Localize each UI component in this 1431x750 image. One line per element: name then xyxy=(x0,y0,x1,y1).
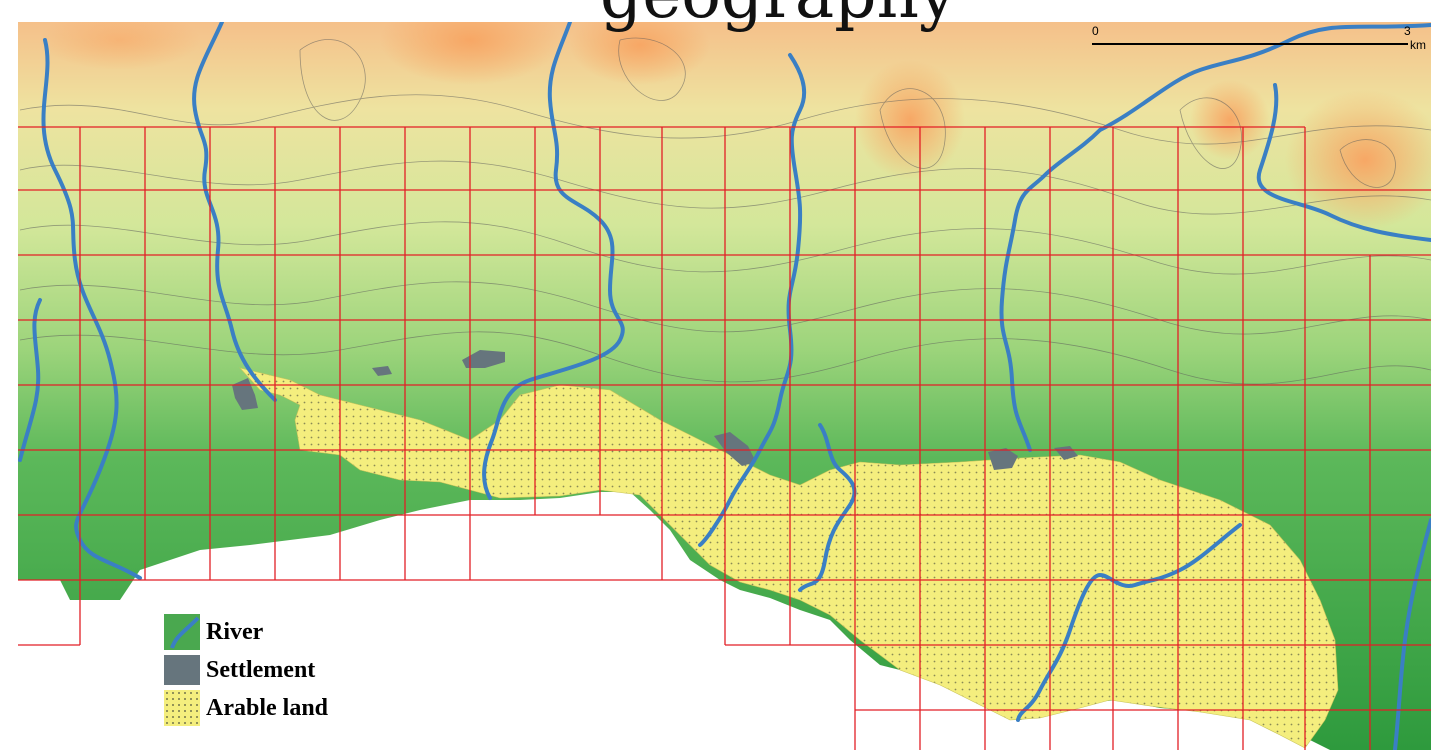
settlement-patch xyxy=(462,350,505,368)
figure-title-fragment: geography xyxy=(600,0,956,28)
river-line xyxy=(192,20,277,402)
legend-label-arable: Arable land xyxy=(206,694,329,721)
river-line xyxy=(1098,23,1431,132)
legend-item-river: River xyxy=(164,614,424,650)
river-line xyxy=(1016,523,1242,722)
scale-start-label: 0 xyxy=(1092,24,1099,38)
scale-unit-label: km xyxy=(1410,38,1426,52)
legend-label-river: River xyxy=(206,618,264,645)
sea-area xyxy=(18,492,1330,750)
legend-label-settlement: Settlement xyxy=(206,656,316,683)
settlement-swatch-icon xyxy=(164,655,200,685)
river-line xyxy=(798,423,857,592)
map-legend: River Settlement Arable land xyxy=(164,614,424,744)
sampling-grid xyxy=(18,126,1431,750)
river-line xyxy=(41,38,142,580)
legend-item-settlement: Settlement xyxy=(164,652,424,688)
river-line xyxy=(18,298,42,462)
arable-land-area xyxy=(239,367,1339,749)
river-line xyxy=(999,128,1102,452)
scale-line xyxy=(1092,43,1408,45)
scale-bar: 0 3 km xyxy=(1092,20,1426,60)
river-line xyxy=(482,20,625,500)
settlement-patch xyxy=(372,366,392,376)
settlement-patch xyxy=(232,378,258,410)
river-line xyxy=(1256,83,1431,242)
legend-item-arable: Arable land xyxy=(164,690,424,726)
arable-swatch-icon xyxy=(164,690,200,726)
settlement-patches xyxy=(232,350,1078,470)
scale-end-label: 3 xyxy=(1404,24,1411,38)
river-swatch-icon xyxy=(164,614,200,650)
settlement-patch xyxy=(988,448,1018,470)
